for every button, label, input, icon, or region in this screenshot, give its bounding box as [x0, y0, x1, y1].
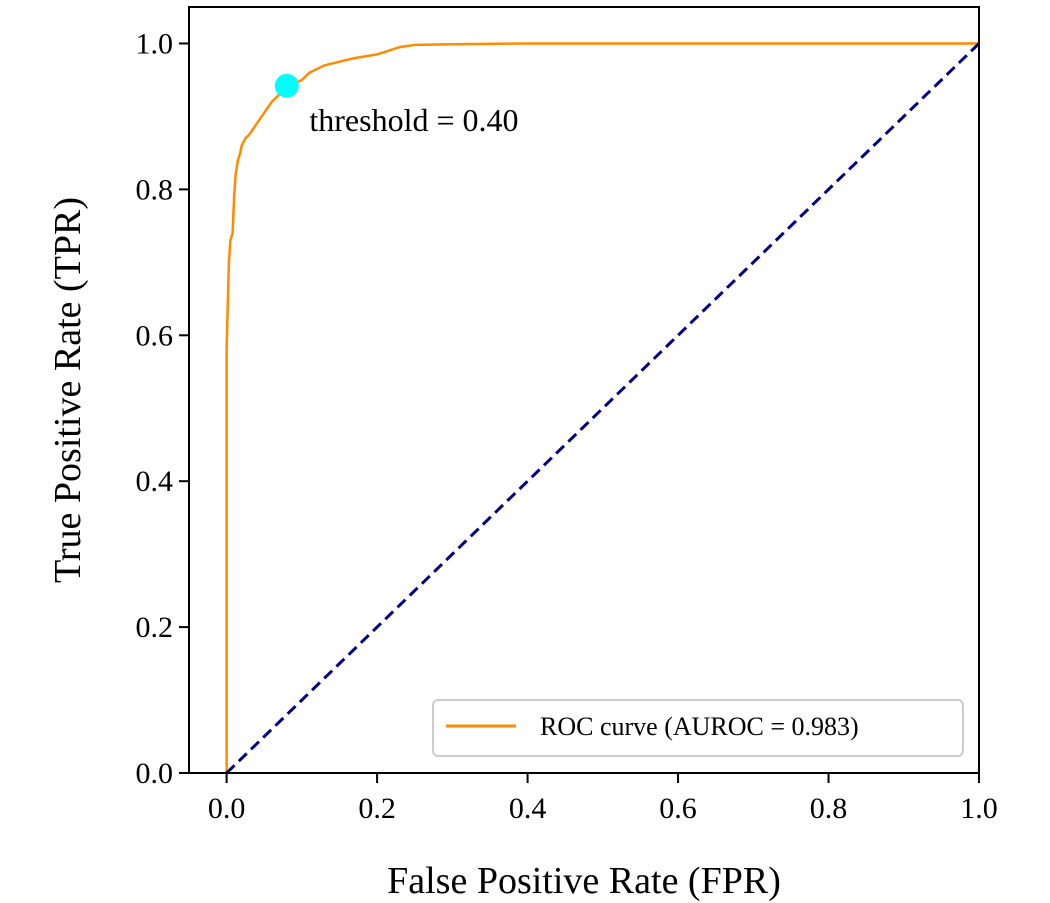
y-tick-label: 0.8 — [136, 173, 174, 206]
threshold-annotation: threshold = 0.40 — [309, 102, 518, 138]
y-tick-label: 0.2 — [136, 611, 174, 644]
x-tick-label: 0.0 — [208, 792, 246, 825]
x-tick-label: 0.2 — [358, 792, 396, 825]
legend-box — [432, 699, 964, 757]
legend-label: ROC curve (AUROC = 0.983) — [540, 712, 859, 741]
x-tick-label: 1.0 — [960, 792, 998, 825]
x-tick-label: 0.8 — [810, 792, 848, 825]
threshold-point — [274, 73, 299, 98]
x-tick-label: 0.6 — [659, 792, 697, 825]
y-tick-label: 0.0 — [136, 757, 174, 790]
chance-line — [225, 42, 981, 775]
x-axis-title: False Positive Rate (FPR) — [387, 860, 781, 902]
y-axis: 0.0 0.2 0.4 0.6 0.8 1.0 — [136, 27, 189, 790]
plot-area — [225, 42, 981, 775]
x-tick-label: 0.4 — [509, 792, 547, 825]
legend: ROC curve (AUROC = 0.983) — [432, 699, 964, 757]
x-axis: 0.0 0.2 0.4 0.6 0.8 1.0 — [208, 773, 998, 825]
y-tick-label: 1.0 — [136, 27, 174, 60]
y-tick-label: 0.6 — [136, 319, 174, 352]
axes-frame — [188, 6, 980, 774]
y-tick-label: 0.4 — [136, 465, 174, 498]
y-axis-title: True Positive Rate (TPR) — [47, 197, 89, 583]
